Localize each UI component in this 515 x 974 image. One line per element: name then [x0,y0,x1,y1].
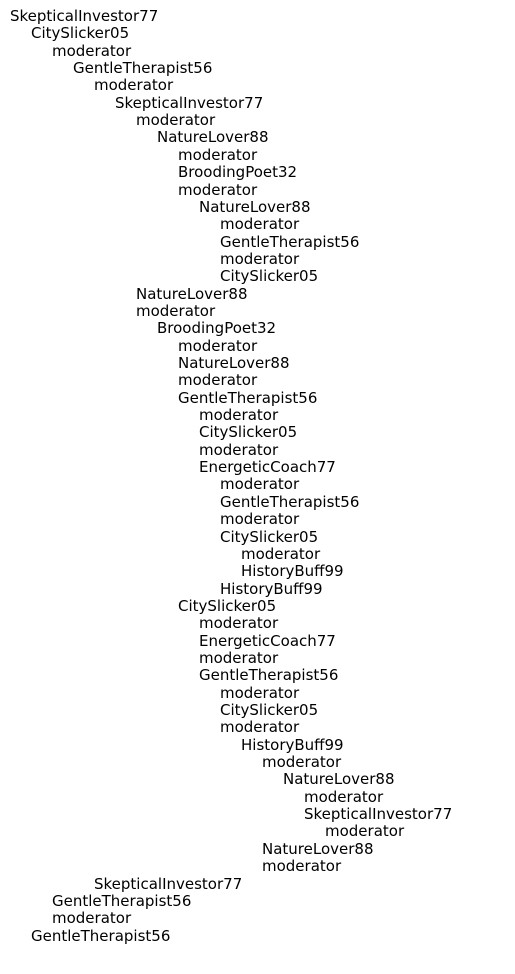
tree-node: GentleTherapist56 [199,666,339,685]
tree-node: BroodingPoet32 [178,163,298,182]
tree-node: moderator [241,544,321,563]
tree-node: GentleTherapist56 [73,59,213,78]
tree-node: moderator [262,857,342,876]
tree-node: moderator [220,510,300,529]
tree-node: moderator [220,249,300,268]
tree-node: moderator [136,301,216,320]
tree-node: NatureLover88 [283,770,395,789]
tree-node: moderator [304,787,384,806]
tree-node: moderator [199,648,279,667]
tree-node: moderator [220,215,300,234]
tree-node: CitySlicker05 [178,596,277,615]
tree-node: NatureLover88 [136,284,248,303]
tree-node: moderator [220,475,300,494]
tree-node: GentleTherapist56 [52,891,192,910]
tree-node: moderator [199,614,279,633]
tree-node: moderator [178,145,258,164]
tree-node: moderator [136,111,216,130]
tree-node: moderator [325,822,405,841]
tree-node: SkepticalInvestor77 [10,7,159,25]
tree-node: CitySlicker05 [220,267,319,286]
tree-node: SkepticalInvestor77 [115,93,264,112]
tree-node: moderator [220,683,300,702]
tree-node: moderator [94,76,174,95]
tree-node: GentleTherapist56 [220,232,360,251]
tree-node: SkepticalInvestor77 [304,805,453,824]
tree-node: moderator [262,753,342,772]
tree-node: moderator [220,718,300,737]
tree-node: HistoryBuff99 [241,562,344,581]
tree-node: NatureLover88 [178,354,290,372]
tree-node: EnergeticCoach77 [199,631,336,650]
tree-node: SkepticalInvestor77 [94,874,243,893]
tree-node: CitySlicker05 [220,701,319,719]
tree-node: NatureLover88 [262,839,374,858]
tree-node: moderator [178,371,258,390]
tree-node: moderator [52,41,132,60]
tree-node: CitySlicker05 [220,527,319,546]
tree-node: moderator [178,336,258,355]
tree-node: GentleTherapist56 [31,926,171,945]
tree-node: CitySlicker05 [199,423,298,442]
tree-node: moderator [199,440,279,459]
tree-node: moderator [199,406,279,425]
tree-node: HistoryBuff99 [220,579,323,598]
tree-node: moderator [52,909,132,928]
tree-node: HistoryBuff99 [241,735,344,754]
tree-node: GentleTherapist56 [178,388,318,407]
tree-node: BroodingPoet32 [157,319,277,338]
tree-node: NatureLover88 [199,197,311,216]
tree-node: NatureLover88 [157,128,269,147]
tree-node: moderator [178,180,258,199]
tree-node: CitySlicker05 [31,24,130,43]
tree-node: GentleTherapist56 [220,492,360,511]
tree-node: EnergeticCoach77 [199,458,336,477]
